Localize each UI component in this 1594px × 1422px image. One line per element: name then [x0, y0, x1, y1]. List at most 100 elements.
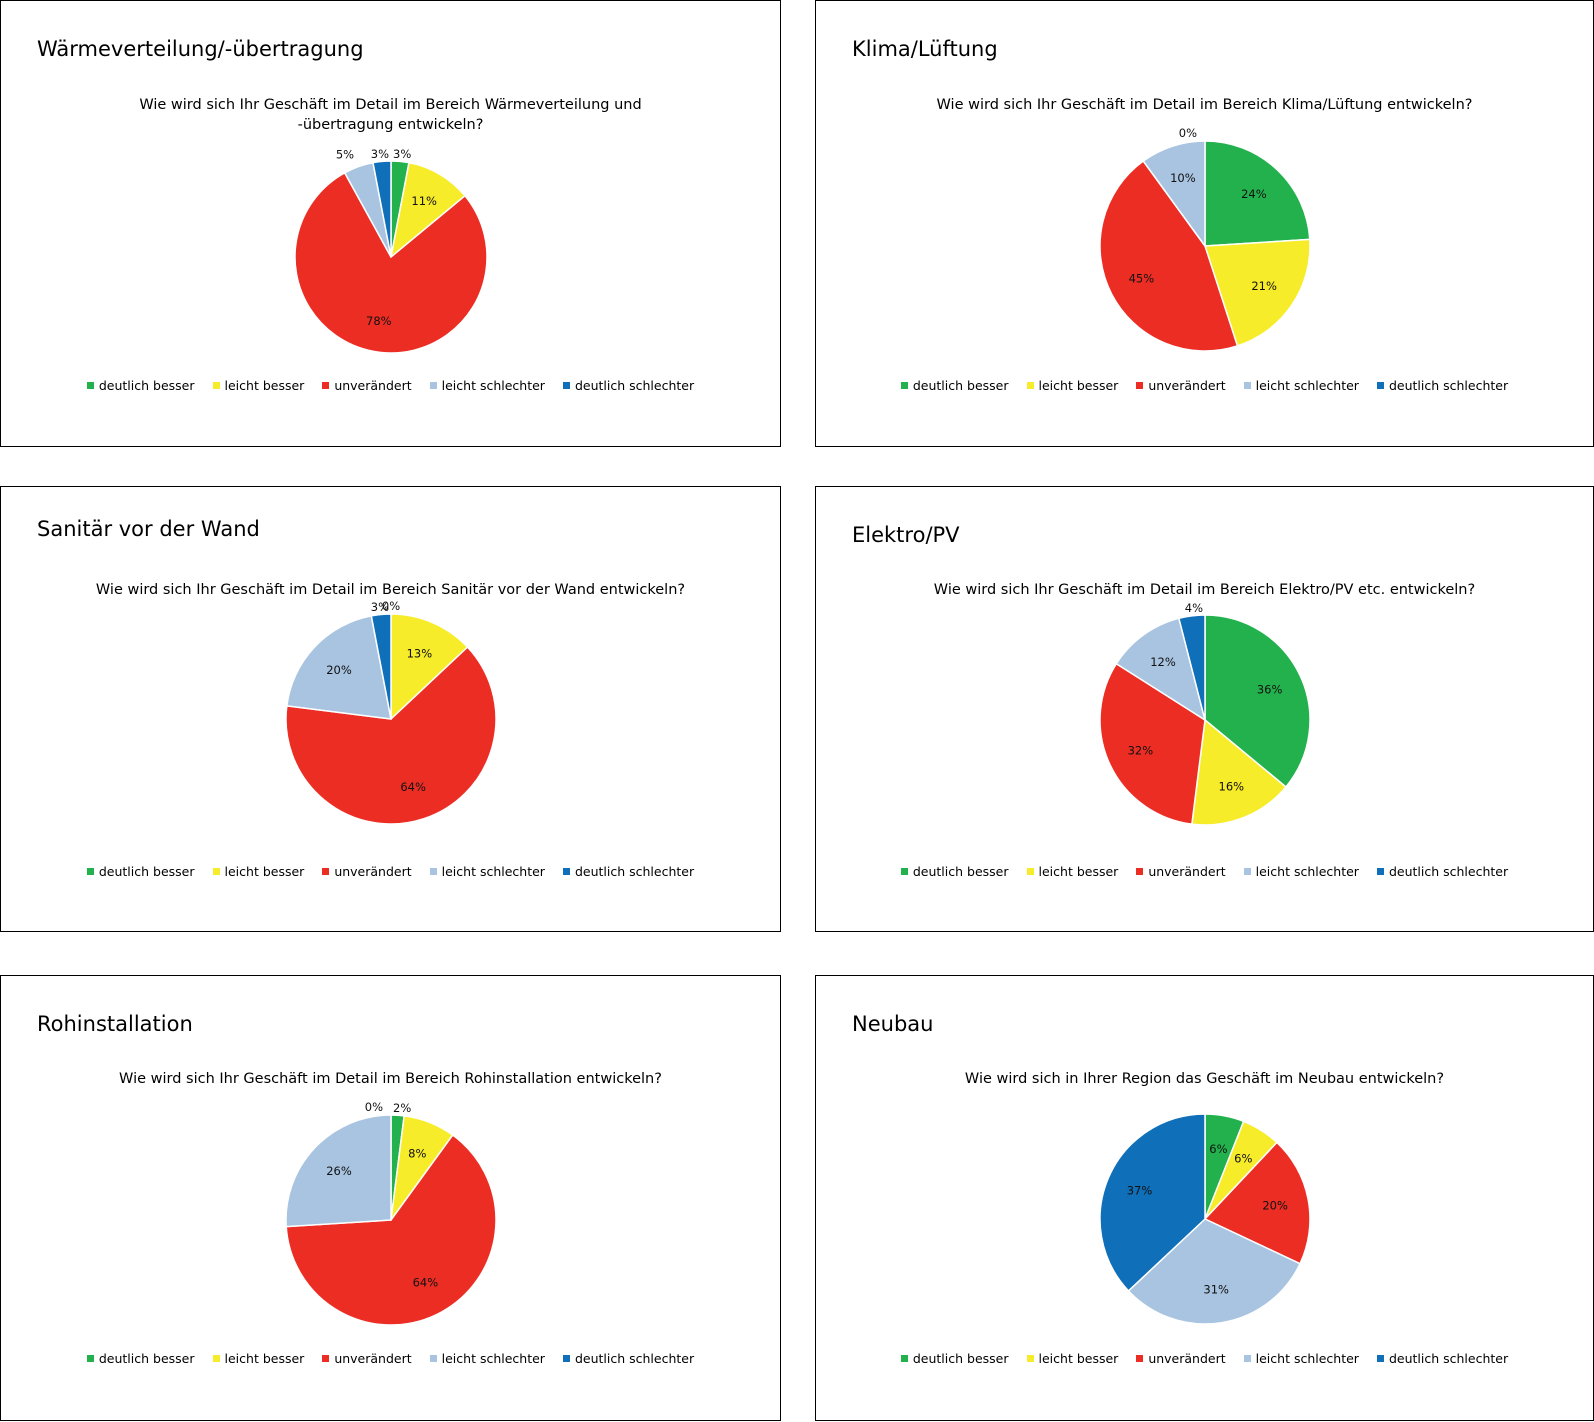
pie-chart: 24% 21% 45% 10% 0%: [1099, 126, 1311, 352]
legend-item: deutlich schlechter: [562, 378, 695, 393]
data-label: 64%: [400, 780, 426, 794]
pie-chart: 6% 6% 20% 31% 37%: [1099, 1113, 1311, 1325]
chart-panel-rohinstallation: Rohinstallation Wie wird sich Ihr Geschä…: [0, 975, 781, 1421]
data-label: 78%: [366, 314, 392, 328]
legend-swatch: [562, 868, 570, 875]
legend-label: deutlich besser: [98, 1351, 195, 1366]
data-label: 4%: [1185, 601, 1203, 615]
data-label: 3%: [371, 147, 389, 161]
legend-label: leicht besser: [1038, 1351, 1119, 1366]
legend-label: unverändert: [1148, 1351, 1226, 1366]
chart-panel-sanitaer: Sanitär vor der Wand Wie wird sich Ihr G…: [0, 486, 781, 932]
data-label: 3%: [371, 600, 389, 614]
legend-item: deutlich besser: [900, 864, 1009, 879]
legend-item: unverändert: [322, 378, 412, 393]
slice-unveraendert: [1203, 1141, 1311, 1265]
chart-title: Wie wird sich Ihr Geschäft im Detail im …: [95, 582, 686, 598]
data-label: 0%: [382, 599, 400, 613]
legend-swatch: [429, 1355, 437, 1362]
data-label: 20%: [1262, 1199, 1288, 1213]
legend-item: leicht besser: [212, 378, 305, 393]
legend-item: leicht besser: [1026, 864, 1119, 879]
data-label: 10%: [1170, 171, 1196, 185]
data-label: 5%: [336, 147, 354, 161]
legend-swatch: [322, 382, 330, 389]
legend-swatch: [1026, 868, 1034, 875]
legend-label: leicht schlechter: [441, 1351, 545, 1366]
panel-heading: Wärmeverteilung/-übertragung: [37, 37, 364, 61]
slice-leicht-schlechter: [285, 614, 392, 720]
data-label: 37%: [1127, 1184, 1153, 1198]
slice-deutlich-schlechter: [372, 160, 392, 258]
legend-label: leicht schlechter: [441, 378, 545, 393]
chart-title: Wie wird sich in Ihrer Region das Geschä…: [964, 1071, 1445, 1087]
panel-heading: Klima/Lüftung: [852, 37, 998, 61]
data-label: 11%: [411, 194, 437, 208]
data-label: 8%: [408, 1147, 426, 1161]
slice-unveraendert: [285, 646, 497, 825]
legend-label: deutlich schlechter: [1388, 378, 1509, 393]
legend: deutlich besser leicht besser unverändert l…: [1, 1351, 780, 1366]
legend-swatch: [1136, 868, 1144, 875]
chart-panel-neubau: Neubau Wie wird sich in Ihrer Region das…: [815, 975, 1594, 1421]
legend-swatch: [322, 1355, 330, 1362]
legend-swatch: [1136, 1355, 1144, 1362]
legend-label: unverändert: [1148, 378, 1226, 393]
legend-label: deutlich schlechter: [1388, 1351, 1509, 1366]
legend-swatch: [1243, 382, 1251, 389]
legend-swatch: [1026, 1355, 1034, 1362]
chart-panel-elektro-pv: Elektro/PV Wie wird sich Ihr Geschäft im…: [815, 486, 1594, 932]
slice-leicht-besser: [390, 613, 469, 721]
legend-item: deutlich besser: [900, 378, 1009, 393]
legend-label: leicht besser: [224, 1351, 305, 1366]
data-label: 64%: [413, 1276, 439, 1290]
data-label: 24%: [1241, 187, 1267, 201]
data-label: 3%: [393, 147, 411, 161]
slice-deutlich-schlechter: [1177, 614, 1206, 721]
legend: deutlich besser leicht besser unverändert l…: [816, 864, 1593, 879]
legend-item: leicht schlechter: [429, 1351, 545, 1366]
legend-item: leicht schlechter: [1243, 1351, 1359, 1366]
legend: deutlich besser leicht besser unverändert l…: [816, 378, 1593, 393]
legend-item: unverändert: [1136, 378, 1226, 393]
slice-leicht-besser: [389, 161, 467, 259]
legend-label: leicht besser: [1038, 864, 1119, 879]
legend-label: unverändert: [334, 864, 412, 879]
legend-item: unverändert: [1136, 864, 1226, 879]
legend-swatch: [1243, 1355, 1251, 1362]
legend-item: leicht schlechter: [1243, 378, 1359, 393]
data-label: 20%: [326, 663, 352, 677]
panel-heading: Rohinstallation: [37, 1012, 193, 1036]
slice-leicht-schlechter: [1142, 140, 1206, 249]
chart-title: Wie wird sich Ihr Geschäft im Detail im …: [933, 582, 1476, 598]
legend-label: deutlich schlechter: [574, 378, 695, 393]
legend-swatch: [86, 382, 94, 389]
legend-item: leicht besser: [212, 1351, 305, 1366]
legend-swatch: [1136, 382, 1144, 389]
slice-deutlich-schlechter: [370, 613, 392, 720]
legend-swatch: [562, 1355, 570, 1362]
legend-label: leicht schlechter: [441, 864, 545, 879]
legend-swatch: [900, 382, 908, 389]
legend-label: deutlich schlechter: [574, 1351, 695, 1366]
legend-swatch: [900, 1355, 908, 1362]
pie-chart: 0% 13% 64% 20% 3%: [285, 599, 497, 825]
legend-item: unverändert: [322, 864, 412, 879]
panel-heading: Sanitär vor der Wand: [37, 517, 260, 541]
legend-swatch: [212, 382, 220, 389]
slice-leicht-schlechter: [1115, 617, 1207, 722]
legend-item: leicht besser: [1026, 378, 1118, 393]
data-label: 13%: [407, 647, 433, 661]
legend-label: leicht besser: [224, 864, 305, 879]
data-label: 2%: [393, 1101, 411, 1115]
legend-label: leicht besser: [224, 378, 305, 393]
legend-label: deutlich besser: [98, 864, 195, 879]
legend-label: leicht schlechter: [1255, 864, 1359, 879]
legend-swatch: [212, 868, 220, 875]
legend-label: deutlich besser: [912, 864, 1009, 879]
legend-label: unverändert: [1148, 864, 1226, 879]
legend-item: unverändert: [1136, 1351, 1226, 1366]
slice-deutlich-schlechter: [1099, 1113, 1206, 1292]
legend-item: deutlich schlechter: [1376, 1351, 1509, 1366]
legend-label: deutlich schlechter: [574, 864, 695, 879]
